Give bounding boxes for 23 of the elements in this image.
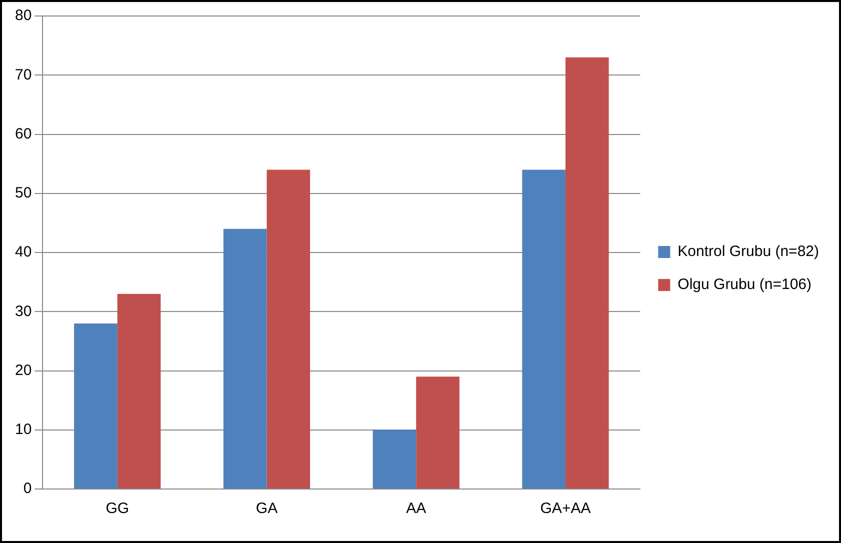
x-tick-label: AA: [406, 500, 426, 518]
bar: [266, 170, 310, 488]
legend-label: Kontrol Grubu (n=82): [678, 243, 820, 260]
y-tick-label: 10: [14, 421, 32, 438]
y-tick-label: 80: [14, 7, 32, 24]
y-tick-label: 0: [23, 480, 32, 498]
y-tick-label: 30: [14, 302, 32, 320]
y-tick-label: 70: [14, 66, 32, 84]
y-tick-label: 40: [14, 244, 32, 261]
y-tick-label: 50: [14, 184, 32, 202]
legend-label: Olgu Grubu (n=106): [678, 276, 812, 294]
y-tick-label: 20: [14, 362, 32, 379]
x-tick-label: GA+AA: [540, 500, 591, 518]
bar: [74, 323, 118, 488]
bar: [565, 57, 609, 488]
y-tick-label: 60: [14, 125, 32, 142]
x-tick-label: GA: [256, 500, 278, 518]
bar: [416, 376, 460, 488]
bar: [117, 294, 161, 488]
bar: [522, 170, 566, 488]
bar: [372, 430, 416, 488]
bar: [223, 228, 267, 488]
x-tick-label: GG: [106, 500, 130, 518]
